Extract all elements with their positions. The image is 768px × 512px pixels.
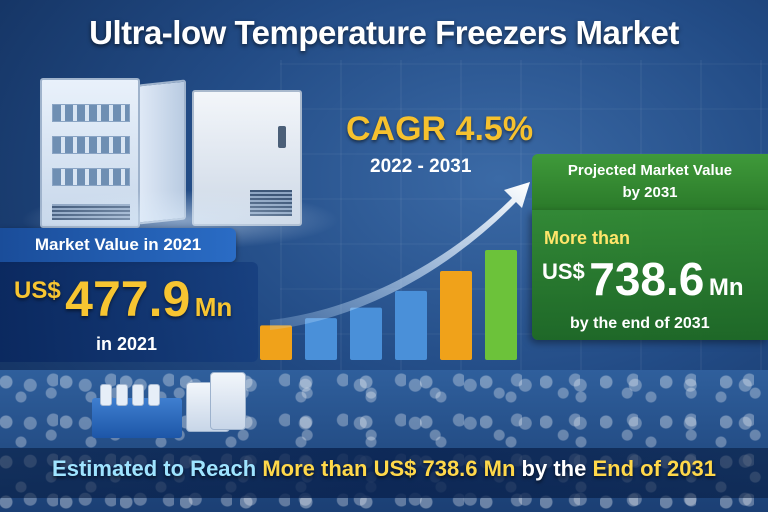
chart-bar-5 <box>440 270 472 360</box>
bottom-banner-text: Estimated to Reach More than US$ 738.6 M… <box>0 456 768 482</box>
value-number: 477.9 <box>65 271 191 327</box>
cagr-text: CAGR 4.5% <box>346 110 534 148</box>
banner-part-3: by the <box>521 456 587 481</box>
projected-prefix: More than <box>544 228 631 248</box>
banner-part-4: End of 2031 <box>592 456 716 481</box>
projected-value-label: Projected Market Value by 2031 <box>532 154 768 210</box>
freezer-handle <box>278 126 286 148</box>
currency-label: US$ <box>14 277 61 304</box>
projected-label-line1: Projected Market Value <box>567 162 733 179</box>
sample-tube <box>100 384 112 406</box>
currency-label: US$ <box>542 259 585 284</box>
banner-part-2: More than US$ 738.6 Mn <box>262 456 516 481</box>
unit-label: Mn <box>194 292 233 322</box>
sample-container-image <box>210 372 246 430</box>
chart-bar-4 <box>395 290 427 360</box>
projected-value-panel <box>532 210 768 340</box>
market-value-year: in 2021 <box>96 334 158 354</box>
chart-bar-6 <box>485 250 517 360</box>
freezer-shelf <box>52 104 130 122</box>
forecast-period: 2022 - 2031 <box>370 156 472 177</box>
sample-tray-image <box>92 384 182 438</box>
sample-tube <box>116 384 128 406</box>
page-title: Ultra-low Temperature Freezers Market <box>89 14 679 51</box>
growth-bar-chart <box>260 182 530 360</box>
chart-bar-2 <box>305 318 337 360</box>
sample-tube <box>132 384 144 406</box>
freezer-shelf <box>52 136 130 154</box>
projected-suffix: by the end of 2031 <box>570 315 710 332</box>
chart-bar-3 <box>350 307 382 360</box>
market-value-2021-label: Market Value in 2021 <box>0 228 236 262</box>
sample-tube <box>148 384 160 406</box>
projected-market-value: US$ 738.6 Mn <box>542 252 743 306</box>
market-value-2021: US$ 477.9 Mn <box>14 270 232 328</box>
banner-part-1: Estimated to Reach <box>52 456 257 481</box>
chart-bar-1 <box>260 325 292 360</box>
projected-label-line2: by 2031 <box>622 184 678 201</box>
unit-label: Mn <box>708 274 744 301</box>
market-value-2021-panel <box>0 262 258 362</box>
bottom-banner <box>0 448 768 498</box>
freezer-shelf <box>52 168 130 186</box>
value-number: 738.6 <box>589 253 705 305</box>
